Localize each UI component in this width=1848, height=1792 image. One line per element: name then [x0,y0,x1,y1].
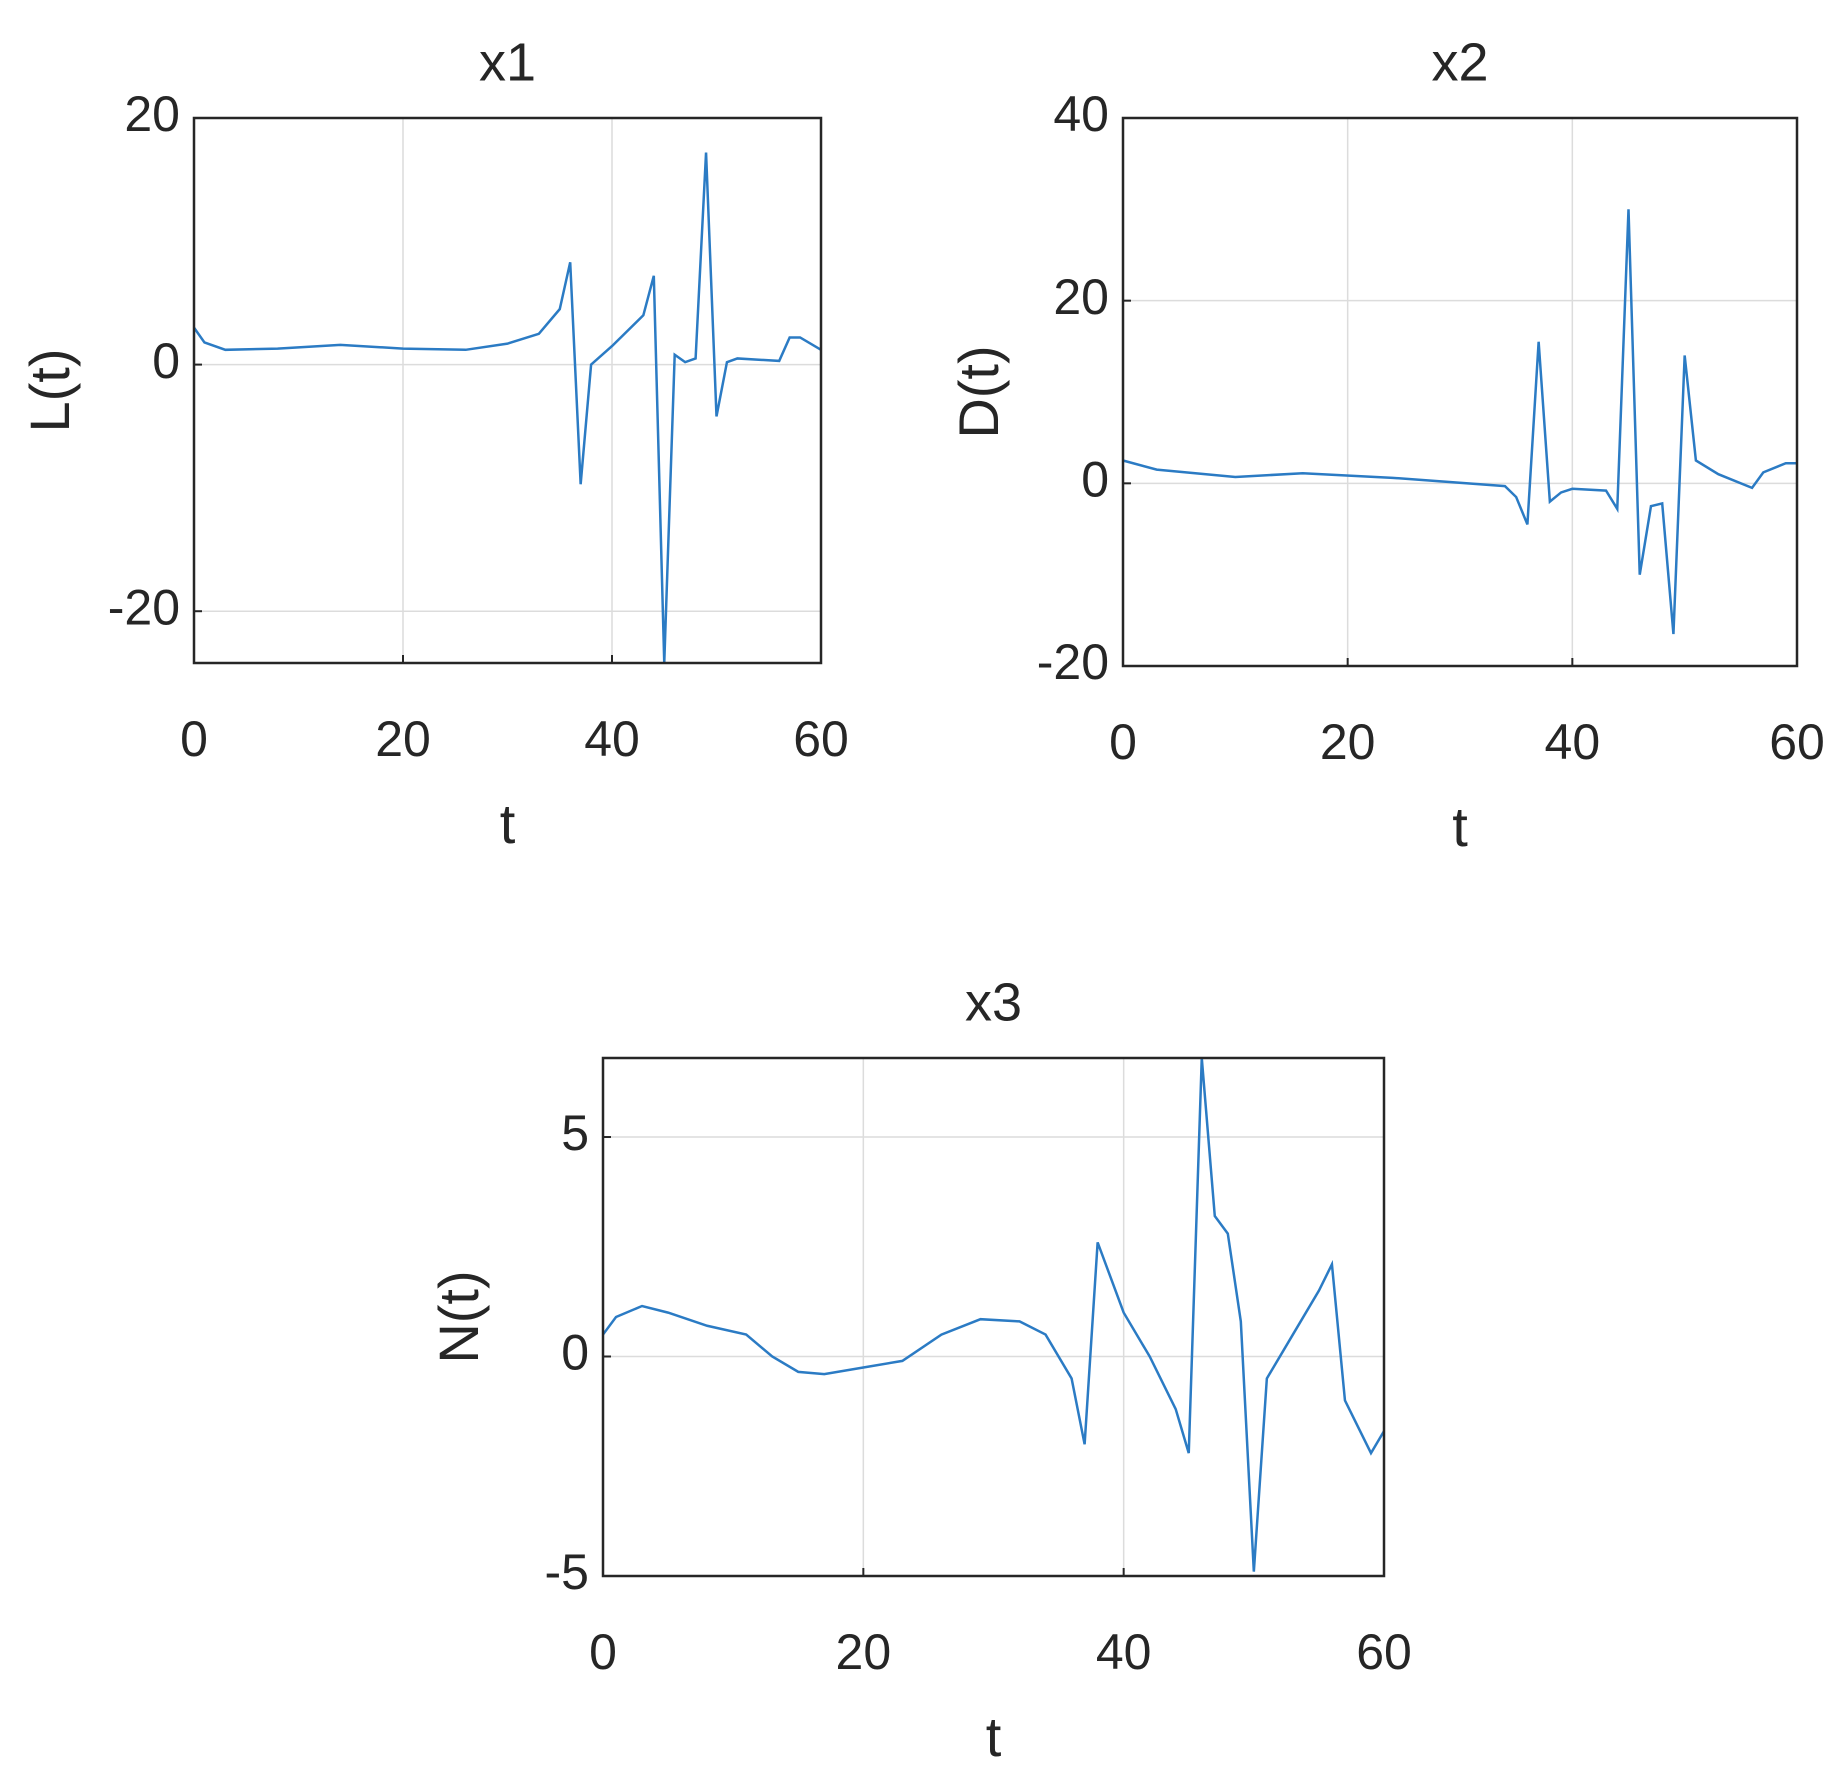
y-tick-label: -20 [108,579,180,635]
x-tick-label: 0 [589,1624,617,1680]
data-line [192,152,822,664]
x-axis-label: t [1452,795,1468,858]
y-tick-label: 40 [1053,86,1109,142]
x-tick-label: 40 [1545,714,1601,770]
data-line [1122,209,1797,635]
chart-title: x1 [479,32,536,92]
y-tick-label: 5 [561,1105,589,1161]
x-tick-label: 0 [180,711,208,767]
x-axis-label: t [500,792,516,855]
y-tick-label: 0 [1081,452,1109,508]
y-axis-label: D(t) [947,345,1010,438]
y-tick-label: -20 [1037,634,1109,690]
plot-frame [192,116,823,665]
x-tick-label: 40 [584,711,640,767]
y-tick-label: 0 [152,333,180,389]
y-axis-label: N(t) [427,1270,490,1363]
x-tick-label: 40 [1096,1624,1152,1680]
chart-title: x2 [1431,32,1488,92]
y-tick-label: 0 [561,1325,589,1381]
data-line [601,1057,1386,1572]
x-tick-label: 20 [375,711,431,767]
y-tick-label: 20 [1053,269,1109,325]
x-tick-label: 20 [836,1624,892,1680]
chart-title: x3 [965,972,1022,1032]
x-axis-label: t [986,1705,1002,1768]
x-tick-label: 60 [1769,714,1825,770]
x-tick-label: 60 [1356,1624,1412,1680]
plot-frame [1121,116,1799,668]
x-tick-label: 20 [1320,714,1376,770]
plot-frame [601,1056,1386,1578]
y-tick-label: -5 [545,1544,589,1600]
x-tick-label: 60 [793,711,849,767]
y-axis-label: L(t) [18,349,81,433]
y-tick-label: 20 [124,86,180,142]
x-tick-label: 0 [1109,714,1137,770]
